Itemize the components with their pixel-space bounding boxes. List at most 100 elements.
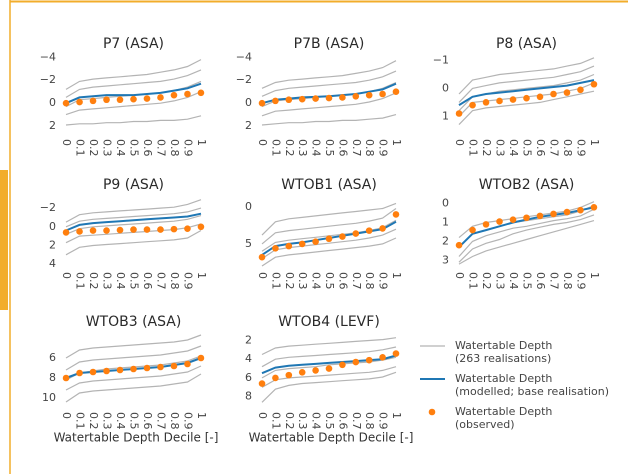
realisation-line [261,60,397,89]
panel-title: P7 (ASA) [103,36,164,52]
observed-point [365,356,373,364]
x-tick-label: 0 [60,412,73,419]
x-tick-label: 0.3 [101,139,114,157]
y-tick-label: 0 [442,197,449,210]
y-tick-label: 0 [245,96,252,109]
realisation-line [458,220,595,265]
observed-point [590,204,598,211]
observed-point [352,92,360,100]
x-tick-label: 0.6 [336,412,349,430]
x-tick-label: 0.9 [181,412,194,430]
observed-point [103,227,110,234]
x-tick-label: 0.1 [269,272,282,290]
observed-point [285,96,293,104]
observed-point [285,242,293,250]
x-tick-label: 0.4 [310,272,323,290]
modelled-line [458,79,595,106]
realisation-line [65,59,202,90]
panel-title: WTOB4 (LEVF) [278,314,380,330]
x-tick-label: 0.6 [141,139,154,157]
x-tick-label: 0.5 [323,139,336,157]
x-tick-label: 0.9 [181,272,194,290]
y-tick-label: 2 [245,119,252,132]
x-tick-label: 1 [588,272,601,279]
realisation-line [261,337,397,356]
y-tick-label: −4 [40,50,56,63]
panel-title: P8 (ASA) [496,36,557,52]
observed-point [197,354,205,362]
observed-point [89,97,97,105]
realisation-line [65,373,202,403]
observed-point [536,212,544,220]
x-tick-label: 0.6 [336,272,349,290]
observed-point [272,374,279,382]
x-tick-label: 0.9 [574,139,587,157]
observed-point [76,369,83,377]
observed-point [379,225,386,232]
x-tick-label: 0.8 [168,139,181,157]
observed-point [157,94,164,101]
x-tick-label: 0.6 [141,412,154,430]
y-tick-label: 4 [245,352,252,365]
x-tick-label: 0.8 [168,272,181,290]
x-tick-label: 0.7 [547,139,560,157]
y-tick-label: −2 [236,73,252,86]
x-tick-label: 0.7 [154,272,167,290]
x-tick-label: 0.1 [74,139,87,157]
observed-point [130,95,137,103]
observed-point [496,97,503,105]
observed-point [130,226,137,233]
observed-point [103,96,110,104]
observed-point [197,89,205,97]
observed-point [272,97,279,105]
observed-point [130,365,137,373]
x-tick-label: 1 [588,139,601,146]
x-tick-label: 0.7 [154,412,167,430]
realisation-line [261,92,397,117]
x-tick-label: 0 [60,272,73,279]
observed-point [577,206,584,214]
x-tick-label: 0.5 [323,412,336,430]
x-tick-label: 0.6 [336,139,349,157]
observed-point [325,365,333,372]
x-tick-label: 0.8 [363,139,376,157]
observed-point [312,95,319,102]
x-tick-label: 0.4 [507,272,520,290]
y-tick-label: −2 [40,201,56,214]
observed-point [184,225,191,232]
observed-point [550,90,557,98]
x-tick-label: 0.1 [74,272,87,290]
observed-point [184,360,191,368]
observed-point [143,364,151,372]
x-tick-label: 0.4 [310,412,323,430]
realisation-line [458,208,595,257]
observed-point [116,226,124,234]
observed-point [298,369,306,376]
observed-point [339,361,346,369]
observed-point [116,96,124,104]
x-tick-label: 0 [453,139,466,146]
legend-label: (observed) [455,418,515,431]
y-tick-label: 4 [49,257,56,270]
x-tick-label: 0.3 [494,272,507,290]
observed-point [455,110,463,117]
realisation-line [261,70,397,97]
observed-point [392,350,400,357]
observed-point [550,210,557,218]
x-tick-label: 0.3 [101,272,114,290]
observed-point [482,99,490,106]
legend-label: (modelled; base realisation) [455,385,609,398]
x-tick-label: 1 [195,139,208,146]
realisation-line [261,346,397,368]
x-tick-label: 0.9 [377,272,390,290]
x-tick-label: 0.6 [534,272,547,290]
realisation-line [261,356,397,379]
x-tick-label: 0.8 [168,412,181,430]
observed-point [392,211,400,218]
y-tick-label: −2 [40,73,56,86]
observed-point [89,368,97,376]
observed-point [116,366,124,374]
panel-title: P9 (ASA) [103,177,164,193]
frame-tab [0,170,8,310]
y-tick-label: 2 [245,333,252,346]
